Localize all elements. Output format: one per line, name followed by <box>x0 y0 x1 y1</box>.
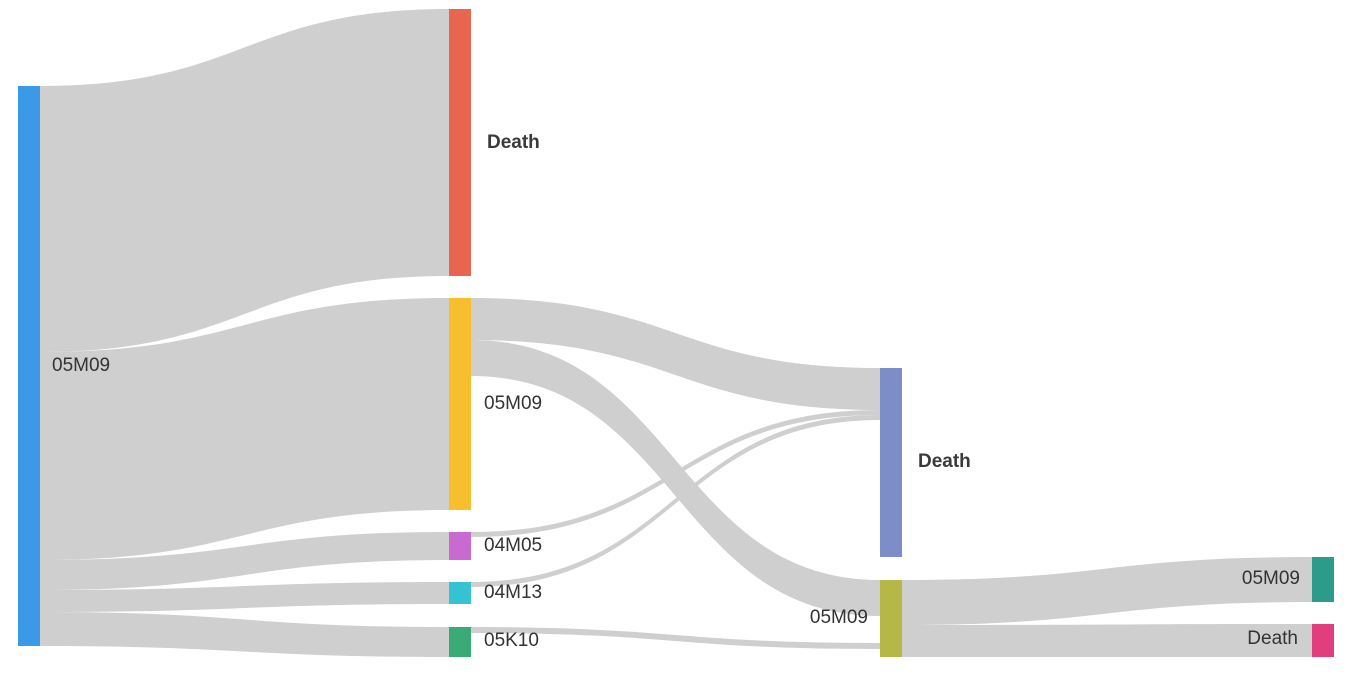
node-n9 <box>1312 624 1334 657</box>
node-label-n6: Death <box>918 451 971 472</box>
node-label-n3: 04M05 <box>484 535 542 556</box>
link-n2-n6 <box>471 298 880 410</box>
node-n7 <box>880 580 902 657</box>
node-label-n0: 05M09 <box>52 355 110 376</box>
node-label-n9: Death <box>1247 628 1298 649</box>
link-n4-n6 <box>471 415 880 587</box>
node-label-n8: 05M09 <box>1242 568 1300 589</box>
link-n3-n6 <box>471 410 880 537</box>
node-n6 <box>880 368 902 557</box>
links-layer <box>40 9 1312 657</box>
link-n0-n1 <box>40 9 449 352</box>
node-label-n2: 05M09 <box>484 393 542 414</box>
link-n7-n9 <box>902 624 1312 657</box>
link-n5-n7 <box>471 627 880 649</box>
node-n5 <box>449 627 471 657</box>
link-n0-n4 <box>40 582 449 612</box>
node-n0 <box>18 86 40 646</box>
node-n4 <box>449 582 471 604</box>
link-n0-n2 <box>40 298 449 560</box>
link-n0-n3 <box>40 532 449 590</box>
link-n7-n8 <box>902 557 1312 625</box>
node-label-n7: 05M09 <box>810 607 868 628</box>
node-label-n5: 05K10 <box>484 630 539 651</box>
node-n1 <box>449 9 471 276</box>
node-n3 <box>449 532 471 560</box>
nodes-layer <box>18 9 1334 657</box>
link-n0-n5 <box>40 612 449 657</box>
node-label-n1: Death <box>487 132 540 153</box>
node-n8 <box>1312 557 1334 602</box>
node-label-n4: 04M13 <box>484 582 542 603</box>
link-n2-n7 <box>471 340 880 616</box>
labels-layer: 05M09 Death 05M09 04M05 04M13 05K10 Death 05M09… <box>52 132 1300 651</box>
node-n2 <box>449 298 471 510</box>
